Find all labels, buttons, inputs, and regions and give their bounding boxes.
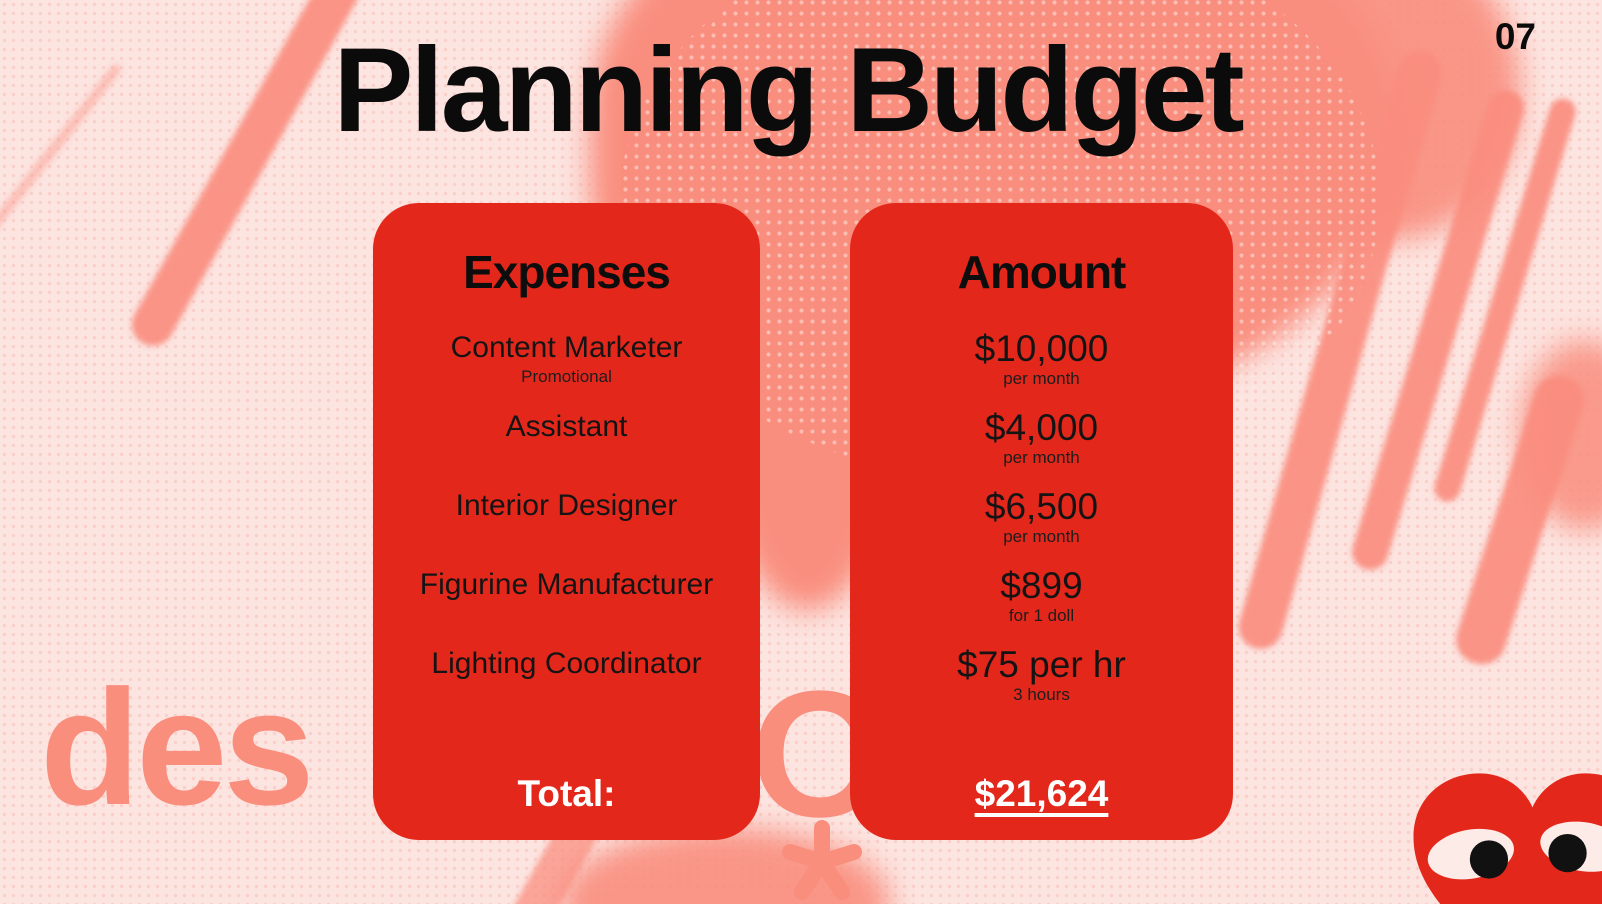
amount-value: $6,500 bbox=[984, 486, 1099, 527]
amount-note: per month bbox=[1003, 448, 1080, 467]
heart-right-pupil bbox=[1548, 833, 1587, 873]
amount-row: $899 for 1 doll bbox=[850, 566, 1233, 645]
asterisk-decoration bbox=[782, 820, 862, 900]
amount-value: $4,000 bbox=[984, 407, 1099, 448]
amount-row: $6,500 per month bbox=[850, 487, 1233, 566]
heart-left-pupil bbox=[1469, 840, 1509, 879]
expenses-header: Expenses bbox=[463, 246, 671, 298]
expenses-card: Expenses Content Marketer Promotional As… bbox=[373, 203, 760, 840]
expense-row: Interior Designer bbox=[373, 487, 760, 566]
amount-value: $899 bbox=[1000, 565, 1083, 606]
expense-name: Figurine Manufacturer bbox=[419, 568, 714, 601]
expense-name: Content Marketer bbox=[450, 331, 683, 364]
amount-value: $75 per hr bbox=[957, 644, 1126, 685]
expenses-rows: Content Marketer Promotional Assistant I… bbox=[373, 329, 760, 724]
amount-row: $75 per hr 3 hours bbox=[850, 645, 1233, 724]
amount-note: per month bbox=[1003, 369, 1080, 388]
expense-row: Figurine Manufacturer bbox=[373, 566, 760, 645]
amount-value: $10,000 bbox=[974, 328, 1109, 369]
amount-note: 3 hours bbox=[1013, 685, 1070, 704]
amount-row: $4,000 per month bbox=[850, 408, 1233, 487]
expense-row: Lighting Coordinator bbox=[373, 645, 760, 724]
expense-name: Assistant bbox=[505, 410, 628, 443]
amount-note: for 1 doll bbox=[1008, 606, 1075, 625]
expense-row: Assistant bbox=[373, 408, 760, 487]
amount-note: per month bbox=[1003, 527, 1080, 546]
amount-rows: $10,000 per month $4,000 per month $6,50… bbox=[850, 329, 1233, 724]
page-number: 07 bbox=[1494, 16, 1536, 57]
amount-card: Amount $10,000 per month $4,000 per mont… bbox=[850, 203, 1233, 840]
expense-note: Promotional bbox=[521, 367, 612, 386]
watermark-des-text: des bbox=[40, 656, 315, 839]
total-amount-value: $21,624 bbox=[974, 773, 1109, 814]
amount-header: Amount bbox=[957, 246, 1127, 298]
heart-logo bbox=[1413, 773, 1602, 904]
expense-name: Interior Designer bbox=[455, 489, 678, 522]
amount-row: $10,000 per month bbox=[850, 329, 1233, 408]
expense-name: Lighting Coordinator bbox=[431, 647, 702, 680]
page-title: Planning Budget bbox=[333, 23, 1244, 157]
total-label: Total: bbox=[517, 773, 616, 814]
expense-row: Content Marketer Promotional bbox=[373, 329, 760, 408]
total-amount: $21,624 bbox=[850, 773, 1233, 815]
